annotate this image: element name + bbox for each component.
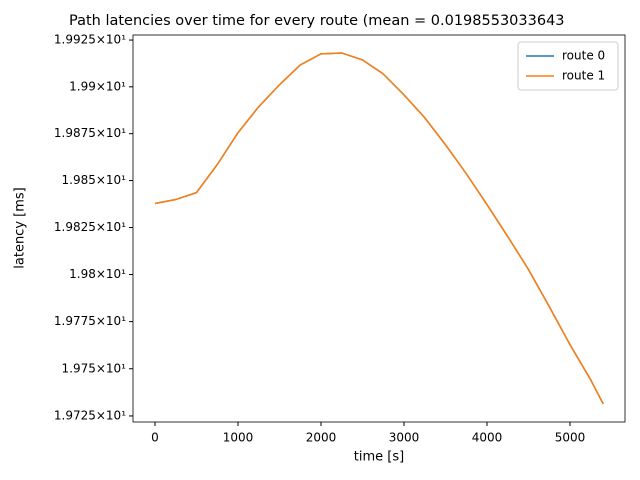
x-tick-label: 0 — [151, 431, 159, 445]
y-tick-label: 1.9925×10¹ — [54, 33, 126, 47]
x-tick-label: 3000 — [389, 431, 420, 445]
legend-label: route 1 — [562, 69, 605, 83]
y-tick-label: 1.98×10¹ — [69, 267, 126, 281]
y-tick-label: 1.9775×10¹ — [54, 314, 126, 328]
x-axis-label: time [s] — [354, 450, 404, 465]
plot-frame — [132, 34, 626, 423]
y-tick-label: 1.9875×10¹ — [54, 126, 126, 140]
line — [154, 52, 604, 405]
chart-title: Path latencies over time for every route… — [69, 13, 565, 29]
legend-box — [517, 41, 619, 91]
x-tick-label: 1000 — [223, 431, 254, 445]
legend-label: route 0 — [562, 49, 605, 63]
y-tick-label: 1.975×10¹ — [62, 361, 127, 375]
x-tick-label: 2000 — [306, 431, 337, 445]
y-tick-label: 1.99×10¹ — [69, 79, 126, 93]
y-tick-label: 1.985×10¹ — [62, 173, 127, 187]
line — [154, 52, 604, 405]
x-tick-label: 4000 — [472, 431, 503, 445]
x-tick-label: 5000 — [555, 431, 586, 445]
y-tick-label: 1.9825×10¹ — [54, 220, 126, 234]
y-axis-label: latency [ms] — [13, 187, 28, 268]
y-tick-label: 1.9725×10¹ — [54, 408, 126, 422]
